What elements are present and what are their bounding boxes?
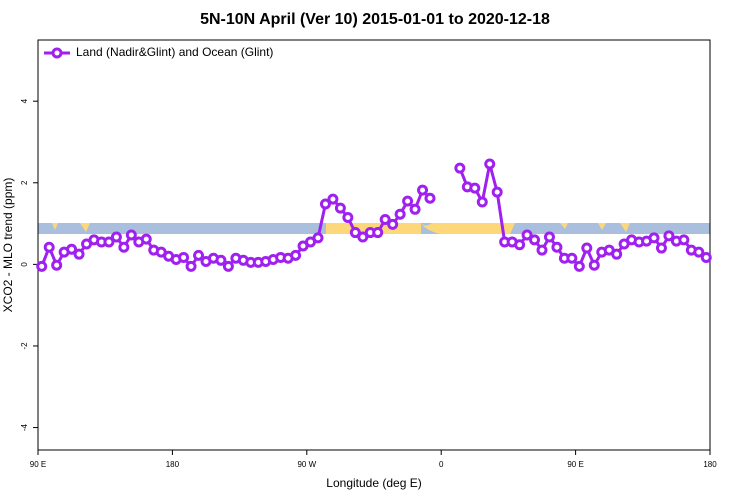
data-point xyxy=(327,193,339,205)
data-point xyxy=(409,203,421,215)
data-point xyxy=(648,232,660,244)
x-tick-label: 90 E xyxy=(30,460,46,469)
data-point xyxy=(66,243,78,255)
data-point xyxy=(51,259,63,271)
y-tick-label: 0 xyxy=(20,262,29,267)
data-point xyxy=(484,158,496,170)
data-point xyxy=(140,233,152,245)
data-point xyxy=(581,242,593,254)
data-point xyxy=(543,231,555,243)
data-point xyxy=(700,251,712,263)
data-point xyxy=(469,182,481,194)
data-point xyxy=(491,186,503,198)
y-axis-label: XCO2 - MLO trend (ppm) xyxy=(1,178,15,313)
x-tick-label: 90 W xyxy=(297,460,316,469)
data-point xyxy=(476,196,488,208)
data-point xyxy=(611,248,623,260)
x-tick-label: 0 xyxy=(439,460,444,469)
data-point xyxy=(43,241,55,253)
data-point xyxy=(118,241,130,253)
chart-title: 5N-10N April (Ver 10) 2015-01-01 to 2020… xyxy=(200,11,550,28)
data-point xyxy=(73,248,85,260)
data-point xyxy=(379,214,391,226)
data-point xyxy=(185,260,197,272)
plot-frame xyxy=(37,39,711,451)
data-point xyxy=(193,249,205,261)
data-point xyxy=(110,231,122,243)
x-tick-label: 180 xyxy=(166,460,180,469)
data-point xyxy=(566,252,578,264)
data-point xyxy=(357,231,369,243)
data-point xyxy=(588,259,600,271)
data-point xyxy=(655,242,667,254)
data-point xyxy=(372,227,384,239)
y-tick-label: -4 xyxy=(20,423,29,431)
data-point xyxy=(521,229,533,241)
data-point xyxy=(424,192,436,204)
legend-marker xyxy=(51,47,63,59)
data-point xyxy=(536,244,548,256)
legend-label: Land (Nadir&Glint) and Ocean (Glint) xyxy=(76,45,273,59)
data-point xyxy=(678,234,690,246)
data-point xyxy=(387,218,399,230)
data-point xyxy=(290,249,302,261)
data-point xyxy=(349,227,361,239)
data-point xyxy=(402,195,414,207)
land-band xyxy=(421,223,515,234)
y-tick-label: 2 xyxy=(20,180,29,185)
data-point xyxy=(334,202,346,214)
data-point xyxy=(417,184,429,196)
data-point xyxy=(514,239,526,251)
y-tick-label: 4 xyxy=(20,98,29,103)
data-point xyxy=(222,260,234,272)
x-tick-label: 90 E xyxy=(567,460,583,469)
data-point xyxy=(663,230,675,242)
data-point xyxy=(178,251,190,263)
ocean-band xyxy=(421,223,432,226)
data-point xyxy=(551,241,563,253)
x-tick-label: 180 xyxy=(703,460,717,469)
legend: Land (Nadir&Glint) and Ocean (Glint) xyxy=(44,45,273,59)
data-point xyxy=(103,236,115,248)
data-point xyxy=(319,198,331,210)
data-point xyxy=(312,232,324,244)
data-point xyxy=(394,208,406,220)
y-tick-label: -2 xyxy=(20,342,29,350)
data-point xyxy=(215,254,227,266)
data-point xyxy=(529,234,541,246)
data-point xyxy=(125,229,137,241)
data-point xyxy=(342,211,354,223)
data-point xyxy=(454,162,466,174)
data-point xyxy=(693,246,705,258)
data-point xyxy=(573,260,585,272)
x-axis-label: Longitude (deg E) xyxy=(326,476,421,490)
data-point xyxy=(36,260,48,272)
